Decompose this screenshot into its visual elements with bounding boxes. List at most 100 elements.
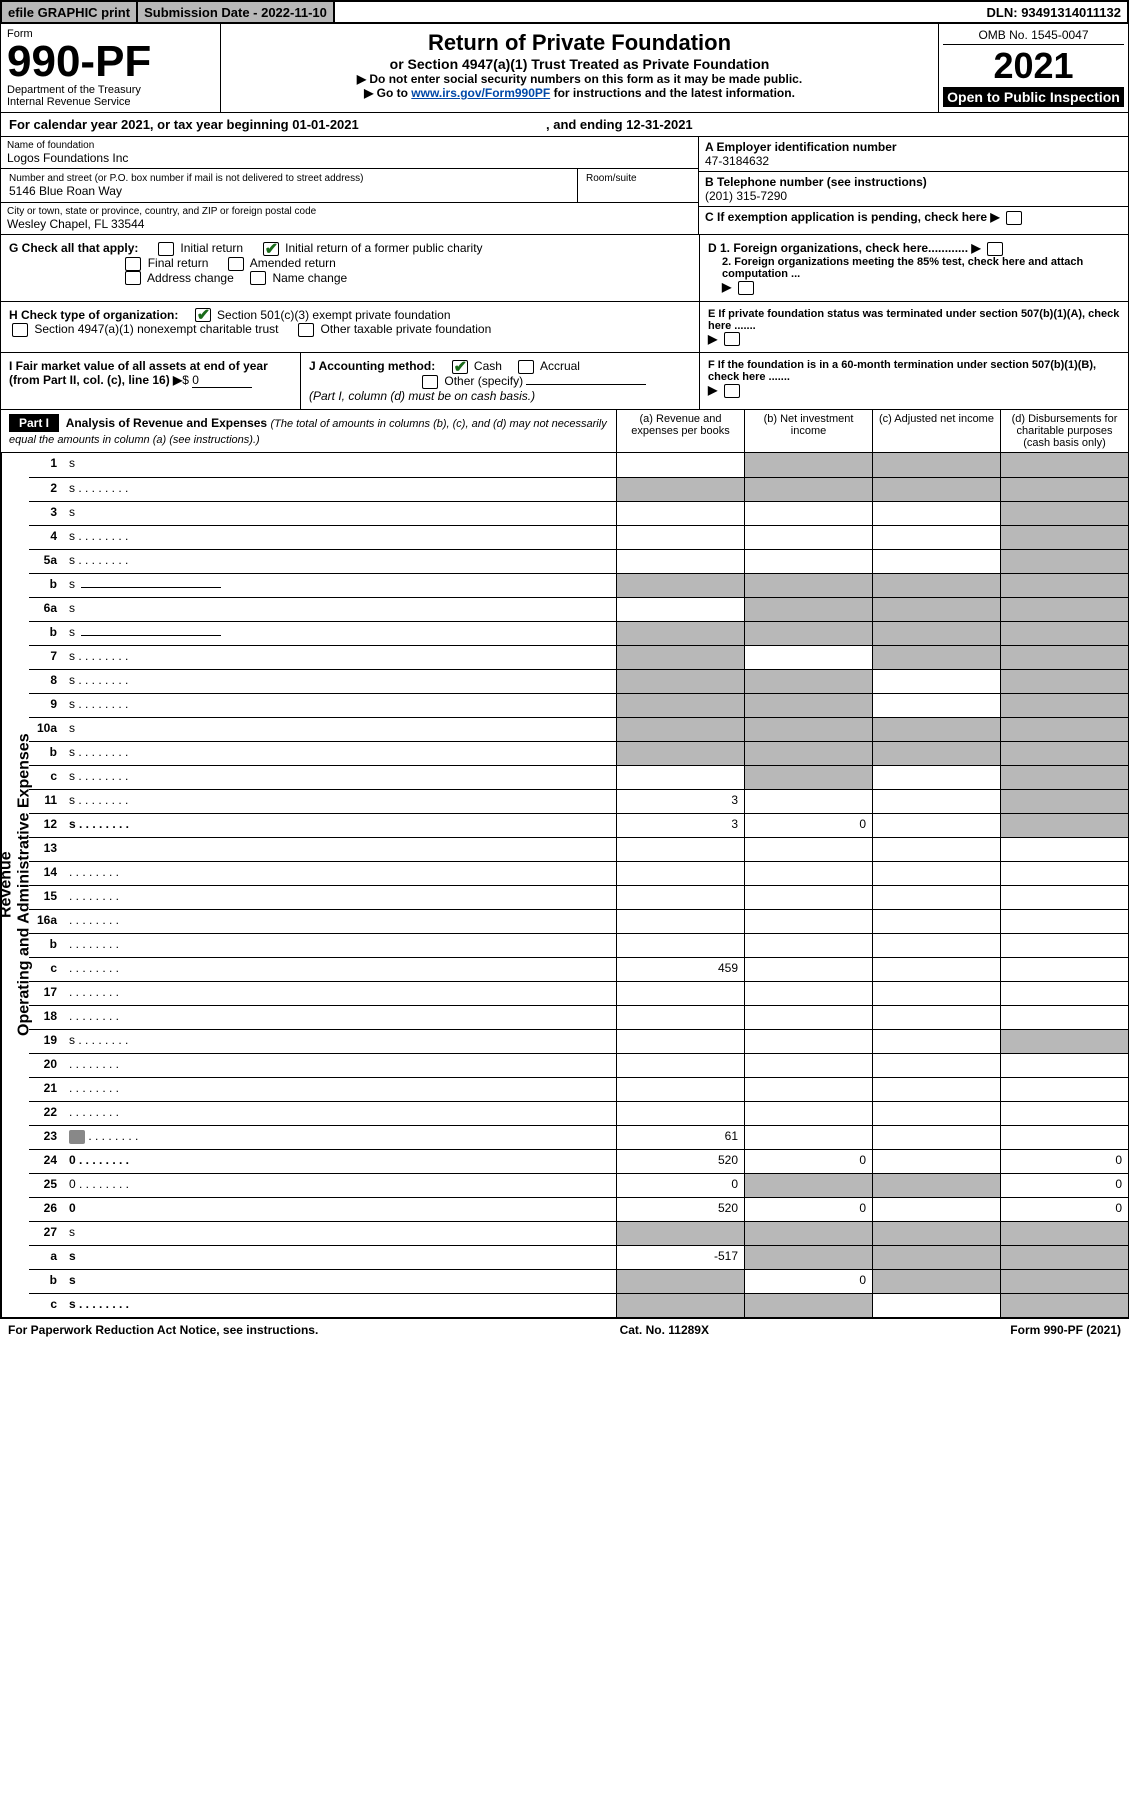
g-opt-3: Amended return — [250, 256, 336, 270]
j-note: (Part I, column (d) must be on cash basi… — [309, 389, 535, 403]
g-initial-checkbox[interactable] — [158, 242, 174, 256]
line-description: s . . . . . . . . — [65, 742, 616, 765]
cell-b — [744, 1078, 872, 1101]
cell-d — [1000, 598, 1128, 621]
line-description: s — [65, 453, 616, 477]
cell-b — [744, 886, 872, 909]
line-description: 0 . . . . . . . . — [65, 1174, 616, 1197]
table-row: 240 . . . . . . . .52000 — [29, 1149, 1128, 1173]
top-bar: efile GRAPHIC print Submission Date - 20… — [0, 0, 1129, 24]
cell-a: 520 — [616, 1198, 744, 1221]
j-other-checkbox[interactable] — [422, 375, 438, 389]
line-description: . . . . . . . . — [65, 982, 616, 1005]
cell-c — [872, 1246, 1000, 1269]
line-number: 17 — [29, 982, 65, 1005]
line-description: s . . . . . . . . — [65, 526, 616, 549]
g-opt-5: Name change — [272, 271, 347, 285]
line-description: s — [65, 718, 616, 741]
cell-b — [744, 1294, 872, 1317]
g-opt-4: Address change — [147, 271, 234, 285]
e-checkbox[interactable] — [724, 332, 740, 346]
cell-d — [1000, 453, 1128, 477]
line-description — [65, 838, 616, 861]
line-number: b — [29, 934, 65, 957]
efile-button[interactable]: efile GRAPHIC print — [2, 2, 138, 22]
form-number: 990-PF — [7, 40, 214, 84]
g-former-checkbox[interactable] — [263, 242, 279, 256]
cell-a — [616, 934, 744, 957]
g-addrchg-checkbox[interactable] — [125, 271, 141, 285]
year-begin: 01-01-2021 — [292, 117, 359, 132]
cell-a — [616, 526, 744, 549]
cell-d: 0 — [1000, 1174, 1128, 1197]
g-final-checkbox[interactable] — [125, 257, 141, 271]
g-namechg-checkbox[interactable] — [250, 271, 266, 285]
cell-d — [1000, 526, 1128, 549]
cell-c — [872, 550, 1000, 573]
cell-c — [872, 1102, 1000, 1125]
cell-b — [744, 478, 872, 501]
table-row: 4s . . . . . . . . — [29, 525, 1128, 549]
cell-d — [1000, 1222, 1128, 1245]
line-number: 6a — [29, 598, 65, 621]
cell-b — [744, 958, 872, 981]
irs-link[interactable]: www.irs.gov/Form990PF — [411, 86, 550, 100]
cell-b — [744, 598, 872, 621]
g-amended-checkbox[interactable] — [228, 257, 244, 271]
g-label: G Check all that apply: — [9, 241, 138, 255]
line-number: 1 — [29, 453, 65, 477]
cell-d — [1000, 502, 1128, 525]
form-title: Return of Private Foundation — [227, 30, 932, 56]
cell-b — [744, 982, 872, 1005]
cell-b — [744, 694, 872, 717]
cell-b — [744, 910, 872, 933]
cell-d — [1000, 646, 1128, 669]
attachment-icon[interactable] — [69, 1130, 85, 1144]
line-number: 26 — [29, 1198, 65, 1221]
line-number: 25 — [29, 1174, 65, 1197]
d1-checkbox[interactable] — [987, 242, 1003, 256]
topbar-spacer — [335, 2, 981, 22]
cell-b — [744, 1006, 872, 1029]
table-row: 5as . . . . . . . . — [29, 549, 1128, 573]
h-other-checkbox[interactable] — [298, 323, 314, 337]
col-d-header: (d) Disbursements for charitable purpose… — [1000, 410, 1128, 452]
j-cash-checkbox[interactable] — [452, 360, 468, 374]
tax-year: 2021 — [943, 45, 1124, 87]
i-j-f-row: I Fair market value of all assets at end… — [0, 353, 1129, 410]
cell-a: 520 — [616, 1150, 744, 1173]
line-description: s . . . . . . . . — [65, 1030, 616, 1053]
cell-a — [616, 766, 744, 789]
cell-c — [872, 694, 1000, 717]
table-row: bs . . . . . . . . — [29, 741, 1128, 765]
table-row: 2s . . . . . . . . — [29, 477, 1128, 501]
cell-a — [616, 1294, 744, 1317]
line-description: s — [65, 1222, 616, 1245]
line-number: b — [29, 1270, 65, 1293]
j-accrual-checkbox[interactable] — [518, 360, 534, 374]
line-number: 7 — [29, 646, 65, 669]
h-4947-checkbox[interactable] — [12, 323, 28, 337]
cell-c — [872, 526, 1000, 549]
c-checkbox[interactable] — [1006, 211, 1022, 225]
line-number: 15 — [29, 886, 65, 909]
cell-b: 0 — [744, 1150, 872, 1173]
h-501c3-checkbox[interactable] — [195, 308, 211, 322]
cell-d — [1000, 910, 1128, 933]
table-row: 20 . . . . . . . . — [29, 1053, 1128, 1077]
d2-checkbox[interactable] — [738, 281, 754, 295]
f-checkbox[interactable] — [724, 384, 740, 398]
year-end: 12-31-2021 — [626, 117, 693, 132]
ein-value: 47-3184632 — [705, 154, 1122, 168]
expenses-side-label: Operating and Administrative Expenses — [16, 614, 34, 1157]
ein-label: A Employer identification number — [705, 140, 1122, 154]
cell-a — [616, 502, 744, 525]
cell-d — [1000, 622, 1128, 645]
name-label: Name of foundation — [7, 140, 692, 151]
cell-c — [872, 718, 1000, 741]
table-row: 23 . . . . . . . .61 — [29, 1125, 1128, 1149]
cell-b — [744, 670, 872, 693]
cell-a — [616, 982, 744, 1005]
cell-a — [616, 1270, 744, 1293]
address-label: Number and street (or P.O. box number if… — [9, 173, 569, 184]
